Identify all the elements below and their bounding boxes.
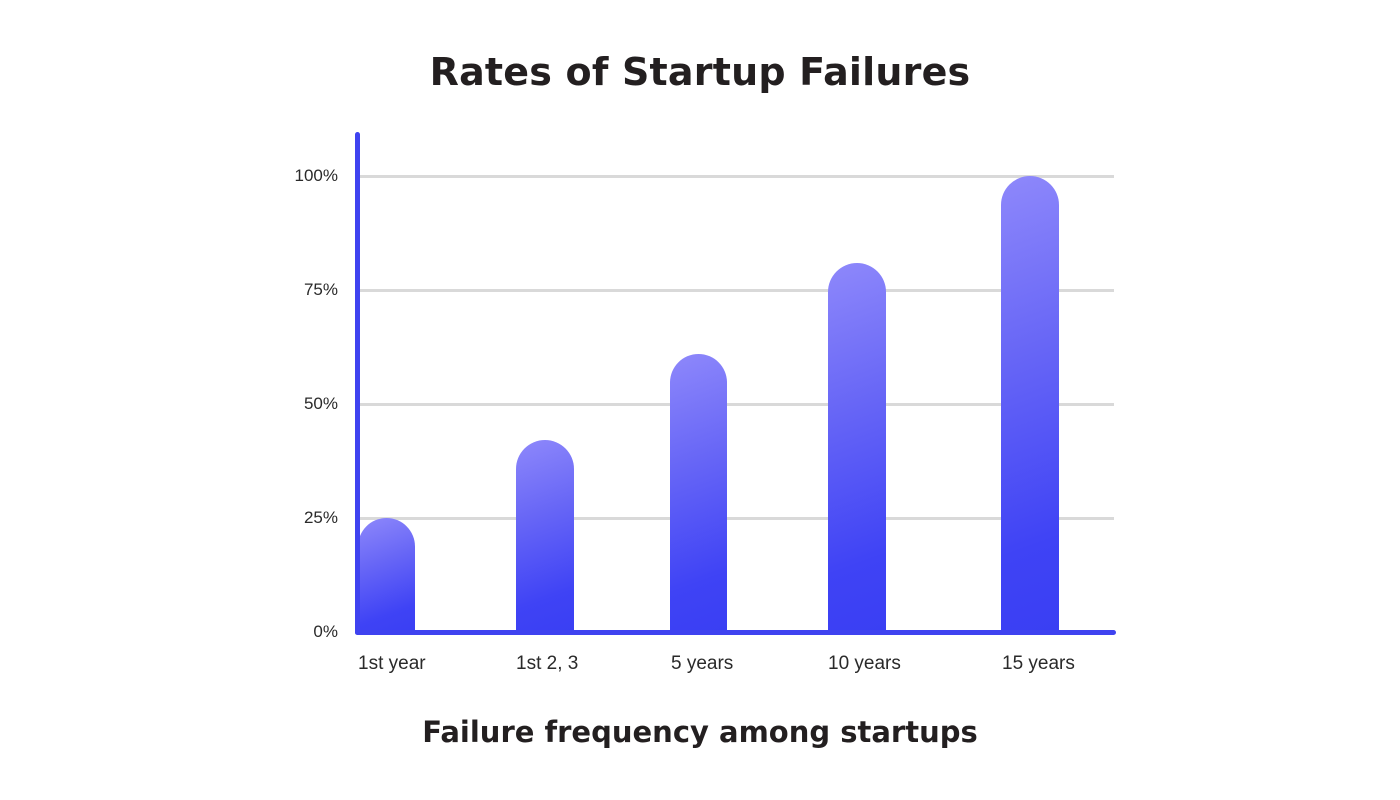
y-axis-line (355, 132, 360, 635)
y-tick-75: 75% (303, 280, 338, 299)
gridline-75 (360, 289, 1114, 292)
x-tick-15-years: 15 years (1002, 653, 1075, 674)
y-tick-50: 50% (303, 394, 338, 413)
x-tick-10-years: 10 years (828, 653, 901, 674)
x-tick-1st-2-3: 1st 2, 3 (516, 653, 579, 674)
gridline-50 (360, 403, 1114, 406)
y-tick-0: 0% (313, 622, 338, 641)
x-axis-title: Failure frequency among startups (422, 715, 978, 749)
x-tick-5-years: 5 years (671, 653, 734, 674)
gridline-100 (360, 175, 1114, 178)
y-tick-100: 100% (294, 166, 338, 185)
chart-title: Rates of Startup Failures (429, 50, 971, 94)
bar-5-years (670, 353, 727, 632)
gridline-25 (360, 517, 1114, 520)
bar-1st-year (358, 518, 415, 632)
x-tick-1st-year: 1st year (358, 653, 426, 674)
bar-10-years (828, 262, 886, 632)
y-tick-25: 25% (303, 508, 338, 527)
bar-1st-2-3 (516, 440, 574, 632)
x-axis-line (355, 630, 1116, 635)
bar-15-years (1001, 176, 1059, 632)
